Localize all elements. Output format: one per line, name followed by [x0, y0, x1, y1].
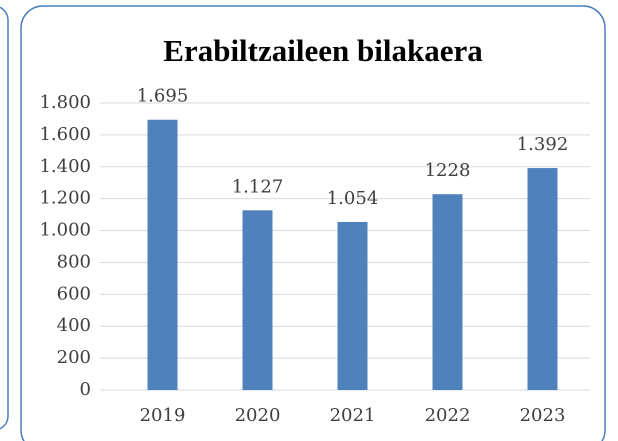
x-tick-label: 2023: [520, 405, 566, 426]
y-tick-label: 1.600: [39, 124, 91, 145]
y-tick-label: 600: [57, 283, 91, 304]
x-tick-label: 2019: [140, 405, 186, 426]
value-label: 1228: [425, 160, 471, 181]
y-tick-label: 0: [80, 379, 91, 400]
value-label: 1.054: [327, 188, 379, 209]
y-tick-label: 800: [57, 251, 91, 272]
bar: [242, 210, 273, 390]
y-tick-label: 200: [57, 347, 91, 368]
bar: [337, 221, 368, 390]
bar: [527, 168, 558, 390]
y-tick-label: 1.800: [39, 92, 91, 113]
bar: [147, 119, 178, 390]
chart-frame: [20, 5, 606, 441]
y-tick-label: 1.000: [39, 220, 91, 241]
x-tick-label: 2020: [235, 405, 281, 426]
y-tick-label: 1.400: [39, 156, 91, 177]
value-label: 1.392: [517, 134, 569, 155]
chart-title: Erabiltzaileen bilakaera: [163, 33, 483, 68]
neighbor-panel: [0, 6, 9, 430]
value-label: 1.127: [232, 176, 284, 197]
value-label: 1.695: [137, 86, 189, 107]
y-tick-label: 1.200: [39, 188, 91, 209]
bar: [432, 194, 463, 390]
y-tick-label: 400: [57, 315, 91, 336]
x-tick-label: 2021: [330, 405, 376, 426]
x-tick-label: 2022: [425, 405, 471, 426]
